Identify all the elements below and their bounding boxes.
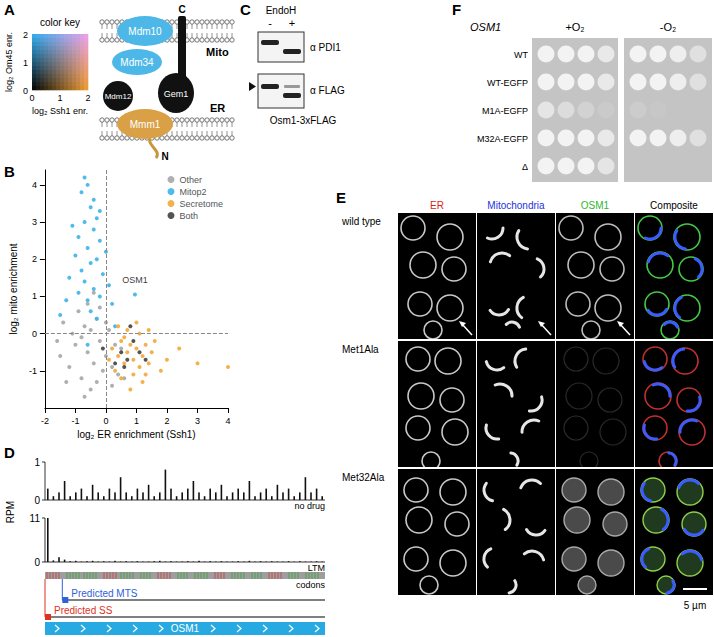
svg-text:Mito: Mito — [206, 46, 229, 58]
svg-text:C: C — [178, 4, 185, 15]
svg-text:-1: -1 — [71, 416, 79, 426]
svg-text:color key: color key — [40, 17, 80, 28]
svg-text:1: 1 — [23, 58, 28, 68]
svg-text:-: - — [268, 17, 272, 29]
svg-text:3: 3 — [32, 217, 37, 227]
svg-text:1: 1 — [32, 291, 37, 301]
svg-text:M32A-EGFP: M32A-EGFP — [477, 134, 528, 144]
svg-text:EndoH: EndoH — [266, 5, 297, 16]
svg-text:OSM1: OSM1 — [470, 21, 501, 33]
svg-text:ER: ER — [430, 200, 444, 211]
svg-text:Composite: Composite — [650, 200, 698, 211]
svg-text:Mitop2: Mitop2 — [179, 187, 206, 197]
svg-text:0: 0 — [29, 93, 34, 103]
svg-text:0: 0 — [23, 86, 28, 96]
svg-text:Osm1-3xFLAG: Osm1-3xFLAG — [270, 115, 337, 126]
svg-text:Gem1: Gem1 — [164, 89, 189, 99]
svg-text:no drug: no drug — [294, 501, 325, 511]
svg-text:Both: Both — [179, 211, 198, 221]
svg-text:OSM1: OSM1 — [122, 275, 148, 285]
svg-text:2: 2 — [85, 93, 90, 103]
svg-text:LTM: LTM — [308, 563, 325, 573]
svg-text:OSM1: OSM1 — [171, 623, 200, 634]
svg-text:log₂ Ssh1 enr.: log₂ Ssh1 enr. — [32, 106, 88, 116]
svg-text:Mdm10: Mdm10 — [128, 26, 162, 37]
svg-text:+: + — [289, 17, 295, 29]
svg-text:0: 0 — [32, 329, 37, 339]
svg-text:B: B — [4, 163, 15, 180]
svg-text:wild type: wild type — [341, 216, 381, 227]
svg-text:N: N — [161, 151, 168, 162]
svg-text:4: 4 — [32, 180, 37, 190]
svg-text:codons: codons — [296, 580, 326, 590]
svg-text:3: 3 — [195, 416, 200, 426]
svg-text:-O₂: -O₂ — [660, 21, 677, 33]
svg-text:4: 4 — [225, 416, 230, 426]
svg-text:WT-EGFP: WT-EGFP — [487, 78, 528, 88]
svg-text:OSM1: OSM1 — [581, 200, 610, 211]
svg-text:F: F — [452, 1, 461, 18]
svg-text:C: C — [240, 1, 251, 18]
svg-text:α PDI1: α PDI1 — [310, 42, 341, 53]
svg-text:Met32Ala: Met32Ala — [342, 472, 385, 483]
svg-text:5 µm: 5 µm — [684, 600, 706, 611]
svg-text:Predicted SS: Predicted SS — [54, 605, 113, 616]
svg-text:11: 11 — [30, 513, 41, 524]
svg-text:A: A — [4, 1, 15, 18]
svg-text:M1A-EGFP: M1A-EGFP — [482, 106, 528, 116]
svg-text:Δ: Δ — [522, 162, 528, 172]
svg-text:RPM: RPM — [5, 501, 16, 523]
svg-text:0: 0 — [103, 416, 108, 426]
svg-text:2: 2 — [23, 30, 28, 40]
svg-text:2: 2 — [164, 416, 169, 426]
svg-text:-1: -1 — [29, 366, 37, 376]
svg-text:log₂ Om45 enr.: log₂ Om45 enr. — [4, 32, 14, 92]
svg-text:ER: ER — [210, 102, 225, 114]
svg-text:Secretome: Secretome — [179, 199, 223, 209]
svg-text:α FLAG: α FLAG — [310, 85, 345, 96]
svg-text:2: 2 — [32, 254, 37, 264]
svg-text:1: 1 — [134, 416, 139, 426]
svg-text:Mmm1: Mmm1 — [130, 119, 161, 130]
svg-text:E: E — [336, 189, 346, 206]
svg-text:1: 1 — [57, 93, 62, 103]
svg-text:Mdm12: Mdm12 — [105, 92, 132, 101]
svg-text:0: 0 — [34, 495, 40, 506]
svg-text:Mitochondria: Mitochondria — [487, 200, 545, 211]
svg-text:log₂ ER enrichment (Ssh1): log₂ ER enrichment (Ssh1) — [77, 429, 195, 440]
svg-text:0: 0 — [34, 557, 40, 568]
svg-text:-2: -2 — [41, 416, 49, 426]
svg-text:+O₂: +O₂ — [565, 21, 584, 33]
svg-text:1: 1 — [34, 457, 40, 468]
svg-text:WT: WT — [514, 50, 528, 60]
svg-text:Other: Other — [179, 175, 202, 185]
svg-text:Predicted MTS: Predicted MTS — [71, 588, 137, 599]
svg-text:Met1Ala: Met1Ala — [342, 344, 379, 355]
svg-text:Mdm34: Mdm34 — [120, 57, 154, 68]
svg-text:log₂ mito enrichment: log₂ mito enrichment — [8, 243, 19, 334]
svg-text:D: D — [4, 444, 15, 461]
